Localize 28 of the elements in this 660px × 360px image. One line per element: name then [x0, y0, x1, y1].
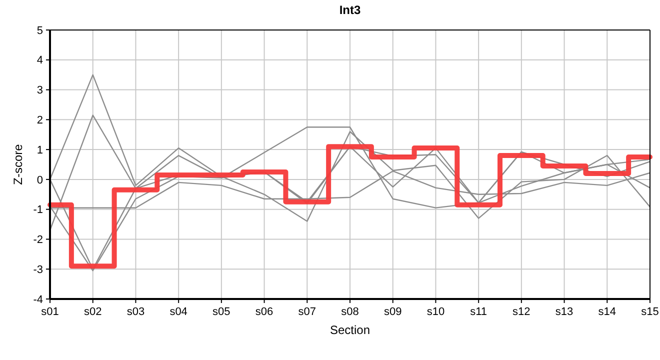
x-tick-label: s09 [384, 306, 402, 318]
x-tick-label: s07 [298, 306, 316, 318]
x-tick-label: s10 [426, 306, 445, 318]
y-tick-label: 2 [36, 114, 43, 127]
x-tick-label: s02 [84, 306, 102, 318]
x-tick-label: s04 [170, 306, 188, 318]
y-tick-label: 3 [36, 84, 43, 97]
x-tick-label: s05 [212, 306, 230, 318]
x-axis-title: Section [330, 323, 370, 337]
x-tick-label: s03 [126, 306, 145, 318]
y-tick-label: -4 [33, 294, 43, 306]
x-tick-label: s08 [341, 306, 359, 318]
x-tick-label: s11 [470, 306, 488, 318]
x-tick-label: s06 [255, 306, 274, 318]
y-tick-label: -3 [33, 264, 43, 276]
x-tick-label: s12 [512, 306, 530, 318]
y-axis-title: Z-score [11, 144, 25, 185]
x-tick-label: s01 [41, 306, 59, 318]
x-tick-label: s13 [555, 306, 574, 318]
y-tick-label: -2 [33, 234, 43, 246]
y-tick-label: 4 [36, 54, 43, 67]
y-tick-label: 1 [36, 144, 43, 156]
x-tick-label: s15 [641, 306, 659, 318]
chart-title: Int3 [339, 3, 361, 17]
y-tick-label: 0 [36, 174, 43, 186]
y-tick-label: -1 [33, 204, 43, 216]
y-tick-label: 5 [36, 24, 43, 37]
x-tick-label: s14 [598, 306, 616, 318]
